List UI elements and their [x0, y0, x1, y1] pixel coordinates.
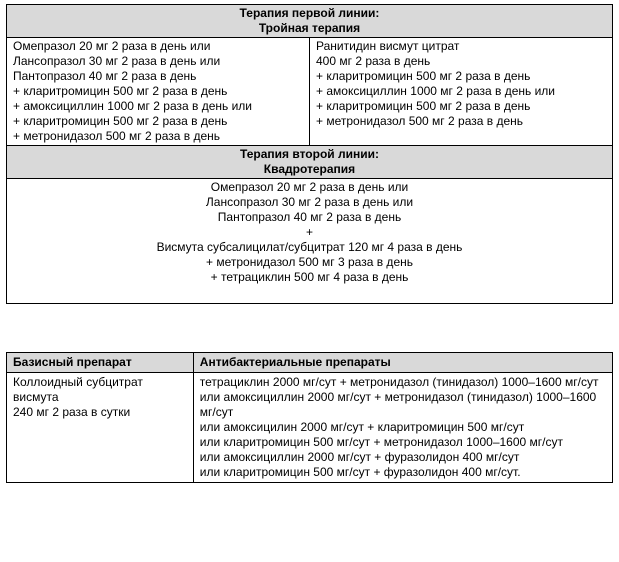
base-drug-0: Коллоидный субцитрат висмута: [13, 375, 187, 405]
ab-2: или амоксицилин 2000 мг/сут + кларитроми…: [200, 420, 606, 435]
t1-r2-2: Пантопразол 40 мг 2 раза в день: [13, 210, 606, 225]
t1-right-3: + амоксициллин 1000 мг 2 раза в день или: [316, 84, 606, 99]
t1-r2-5: + метронидазол 500 мг 3 раза в день: [13, 255, 606, 270]
second-line-header: Терапия второй линии: Квадротерапия: [7, 146, 613, 179]
ab-1: или амоксициллин 2000 мг/сут + метронида…: [200, 390, 606, 420]
t1-right-1: 400 мг 2 раза в день: [316, 54, 606, 69]
base-drug-1: 240 мг 2 раза в сутки: [13, 405, 187, 420]
t1-r2-1: Лансопразол 30 мг 2 раза в день или: [13, 195, 606, 210]
t1-left-3: + кларитромицин 500 мг 2 раза в день: [13, 84, 303, 99]
t1-left-5: + кларитромицин 500 мг 2 раза в день: [13, 114, 303, 129]
second-line-header-l1: Терапия второй линии:: [13, 147, 606, 162]
t1-right-0: Ранитидин висмут цитрат: [316, 39, 606, 54]
t1-left-2: Пантопразол 40 мг 2 раза в день: [13, 69, 303, 84]
base-drug-cell: Коллоидный субцитрат висмута 240 мг 2 ра…: [7, 373, 194, 483]
t1-left-0: Омепразол 20 мг 2 раза в день или: [13, 39, 303, 54]
first-line-header-l1: Терапия первой линии:: [13, 6, 606, 21]
table-spacer: [6, 304, 613, 352]
t1-left-6: + метронидазол 500 мг 2 раза в день: [13, 129, 303, 144]
antibacterial-cell: тетрациклин 2000 мг/сут + метронидазол (…: [193, 373, 612, 483]
t1-r2-0: Омепразол 20 мг 2 раза в день или: [13, 180, 606, 195]
quad-therapy-cell: Омепразол 20 мг 2 раза в день или Лансоп…: [7, 179, 613, 304]
t1-right-4: + кларитромицин 500 мг 2 раза в день: [316, 99, 606, 114]
t1-r2-4: Висмута субсалицилат/субцитрат 120 мг 4 …: [13, 240, 606, 255]
t1-right-2: + кларитромицин 500 мг 2 раза в день: [316, 69, 606, 84]
drugs-table: Базисный препарат Антибактериальные преп…: [6, 352, 613, 483]
first-line-header: Терапия первой линии: Тройная терапия: [7, 5, 613, 38]
t1-left-4: + амоксициллин 1000 мг 2 раза в день или: [13, 99, 303, 114]
t1-right-5: + метронидазол 500 мг 2 раза в день: [316, 114, 606, 129]
ab-5: или кларитромицин 500 мг/сут + фуразолид…: [200, 465, 606, 480]
t1-left-1: Лансопразол 30 мг 2 раза в день или: [13, 54, 303, 69]
ab-3: или кларитромицин 500 мг/сут + метронида…: [200, 435, 606, 450]
first-line-header-l2: Тройная терапия: [13, 21, 606, 36]
second-line-header-l2: Квадротерапия: [13, 162, 606, 177]
t1-r2-6: + тетрациклин 500 мг 4 раза в день: [13, 270, 606, 285]
col1-header: Базисный препарат: [7, 353, 194, 373]
t1-r2-3: +: [13, 225, 606, 240]
therapy-table: Терапия первой линии: Тройная терапия Ом…: [6, 4, 613, 304]
col2-header: Антибактериальные препараты: [193, 353, 612, 373]
triple-therapy-right: Ранитидин висмут цитрат 400 мг 2 раза в …: [310, 38, 613, 146]
ab-4: или амоксициллин 2000 мг/сут + фуразолид…: [200, 450, 606, 465]
ab-0: тетрациклин 2000 мг/сут + метронидазол (…: [200, 375, 606, 390]
triple-therapy-left: Омепразол 20 мг 2 раза в день или Лансоп…: [7, 38, 310, 146]
